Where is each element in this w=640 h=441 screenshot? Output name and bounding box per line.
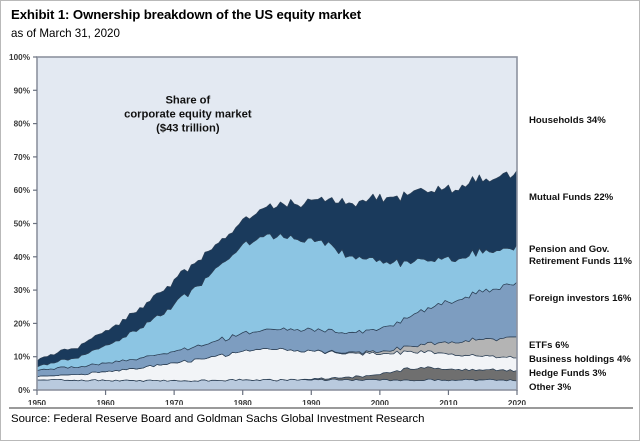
y-axis-tick-label: 50% (14, 220, 31, 229)
series-label-pension-line-1: Pension and Gov. (529, 244, 609, 255)
y-axis-tick-label: 80% (14, 120, 31, 129)
x-axis-tick-label: 2000 (371, 399, 390, 405)
y-axis-tick-label: 20% (14, 319, 31, 328)
y-axis-tick-label: 70% (14, 153, 31, 162)
series-label-pension-line-2: Retirement Funds 11% (529, 256, 632, 267)
x-axis-tick-label: 2010 (439, 399, 458, 405)
series-label-mutual-funds: Mutual Funds 22% (529, 192, 614, 203)
y-axis-tick-label: 30% (14, 286, 31, 295)
footer-divider (9, 407, 633, 409)
x-axis-tick-label: 2020 (508, 399, 527, 405)
annotation-line-3: ($43 trillion) (156, 123, 220, 135)
x-axis-tick-label: 1970 (165, 399, 184, 405)
y-axis-tick-label: 0% (18, 386, 31, 395)
x-axis-tick-label: 1990 (302, 399, 321, 405)
series-label-foreign-investors: Foreign investors 16% (529, 293, 632, 304)
y-axis-tick-label: 90% (14, 86, 31, 95)
y-axis-tick-label: 100% (9, 53, 31, 62)
series-label-business-holdings: Business holdings 4% (529, 354, 631, 365)
stacked-area-chart: 0% 10% 20% 30% 40% 50% 60% 70% 80% 90% 100% 1950 19… (1, 45, 640, 405)
series-label-other: Other 3% (529, 382, 572, 393)
y-axis-tick-label: 10% (14, 353, 31, 362)
x-axis-tick-label: 1980 (234, 399, 253, 405)
annotation-line-2: corporate equity market (124, 109, 252, 121)
chart-annotation: Share of corporate equity market ($43 tr… (124, 95, 252, 135)
page-title: Exhibit 1: Ownership breakdown of the US… (11, 7, 361, 22)
x-axis: 1950 1960 1970 1980 1990 2000 2010 2020 (28, 390, 527, 405)
x-axis-tick-label: 1950 (28, 399, 47, 405)
y-axis: 0% 10% 20% 30% 40% 50% 60% 70% 80% 90% 100% (9, 53, 37, 395)
series-label-hedge-funds: Hedge Funds 3% (529, 368, 607, 379)
chart-svg: 0%10%20%30%40%50%60%70%80%90%100% 1950 19… (9, 53, 632, 405)
series-label-etfs: ETFs 6% (529, 340, 569, 351)
y-axis-tick-label: 60% (14, 186, 31, 195)
series-label-households: Households 34% (529, 115, 606, 126)
annotation-line-1: Share of (165, 95, 210, 107)
y-axis-tick-label: 40% (14, 253, 31, 262)
source-note: Source: Federal Reserve Board and Goldma… (11, 413, 425, 425)
x-axis-tick-label: 1960 (96, 399, 115, 405)
series-labels-group: Households 34% Mutual Funds 22% Pension … (529, 115, 632, 393)
page-subtitle: as of March 31, 2020 (11, 27, 120, 40)
